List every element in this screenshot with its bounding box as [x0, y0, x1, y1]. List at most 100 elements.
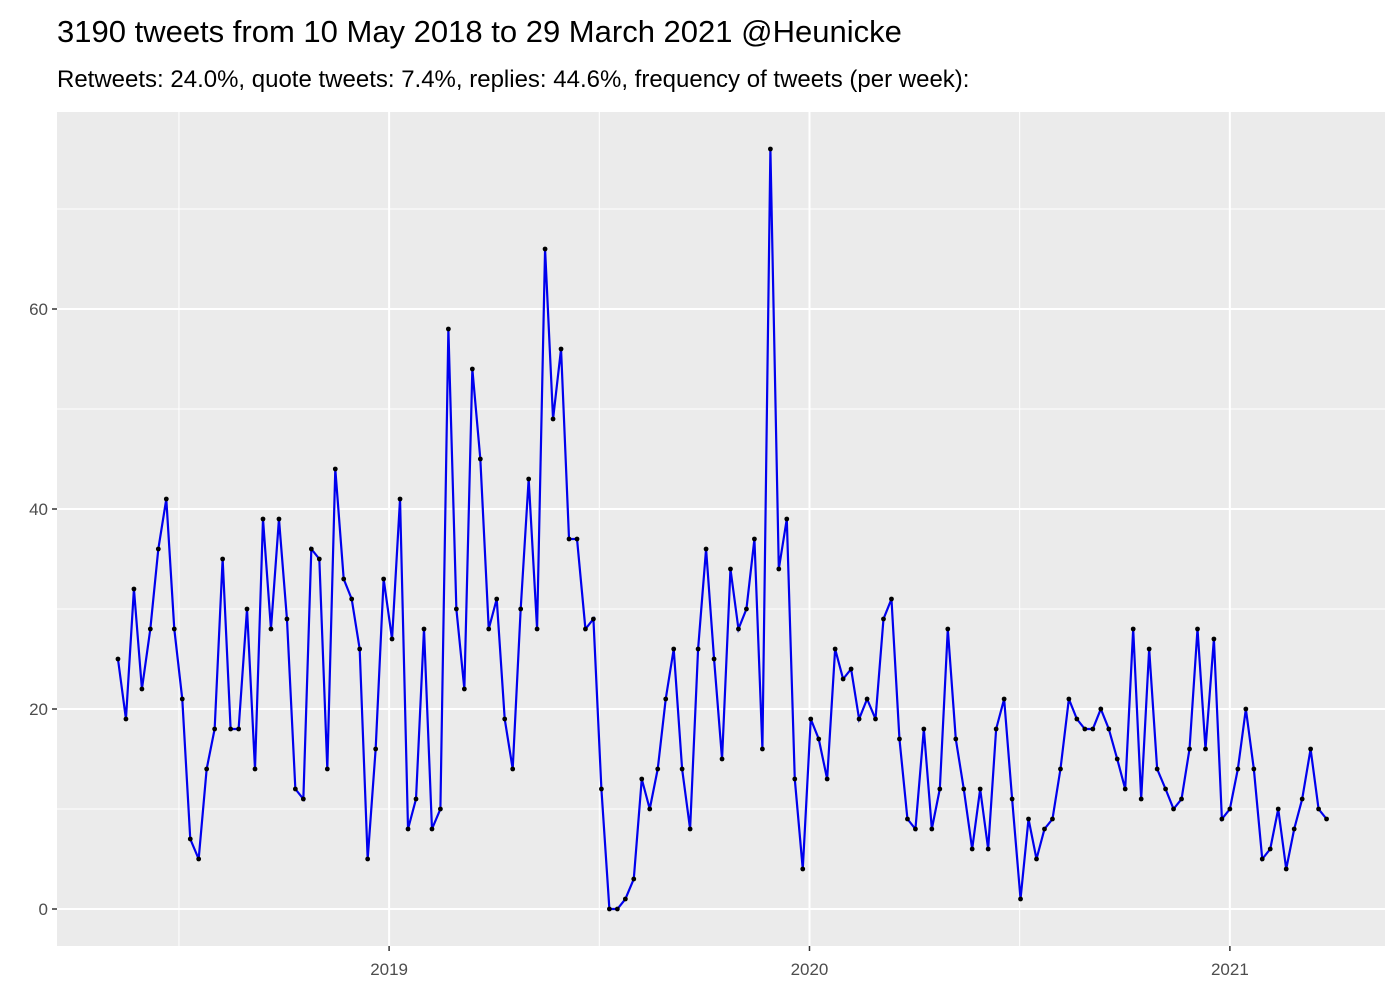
data-point: [1138, 796, 1144, 802]
data-point: [437, 806, 443, 812]
data-point: [365, 856, 371, 862]
data-point: [341, 576, 347, 582]
data-point: [905, 816, 910, 822]
data-point: [1171, 806, 1176, 812]
x-tick-label: 2019: [370, 960, 408, 979]
data-point: [1195, 626, 1200, 632]
data-point: [1267, 846, 1273, 852]
data-point: [324, 766, 330, 772]
data-point: [711, 656, 717, 662]
data-point: [808, 716, 814, 722]
data-point: [1316, 806, 1321, 812]
data-point: [300, 796, 306, 802]
data-point: [977, 786, 983, 792]
data-point: [1026, 816, 1031, 822]
data-point: [719, 756, 725, 762]
data-point: [1187, 746, 1192, 752]
data-point: [429, 826, 435, 832]
data-point: [187, 836, 193, 842]
data-point: [139, 686, 145, 692]
data-point: [558, 346, 564, 352]
data-point: [316, 556, 322, 562]
data-point: [518, 606, 524, 612]
data-point: [1058, 766, 1063, 772]
data-point: [840, 676, 846, 682]
data-point: [1098, 706, 1104, 712]
data-point: [349, 596, 355, 602]
data-point: [115, 656, 121, 662]
data-point: [1283, 866, 1289, 872]
data-point: [848, 666, 854, 672]
data-point: [687, 826, 693, 832]
data-point: [736, 626, 741, 632]
data-point: [631, 876, 637, 882]
data-point: [1163, 786, 1168, 792]
y-tick-label: 40: [29, 500, 48, 519]
data-point: [1243, 706, 1249, 712]
data-point: [453, 606, 459, 612]
data-point: [695, 646, 701, 652]
data-point: [171, 626, 177, 632]
data-point: [163, 496, 169, 502]
data-point: [123, 716, 129, 722]
data-point: [1251, 766, 1257, 772]
data-point: [477, 456, 483, 462]
data-point: [889, 596, 894, 602]
data-point: [881, 616, 886, 622]
data-point: [647, 806, 653, 812]
data-point: [252, 766, 258, 772]
data-point: [405, 826, 411, 832]
data-point: [832, 646, 838, 652]
x-tick-label: 2020: [791, 960, 829, 979]
data-point: [268, 626, 274, 632]
data-point: [583, 626, 588, 632]
data-point: [1227, 806, 1233, 812]
data-point: [244, 606, 250, 612]
data-point: [1042, 826, 1047, 832]
data-point: [622, 896, 628, 902]
data-point: [228, 726, 234, 732]
data-point: [591, 616, 596, 622]
data-point: [663, 696, 669, 702]
data-point: [703, 546, 709, 552]
data-point: [502, 716, 508, 722]
data-point: [332, 466, 338, 472]
data-point: [1179, 796, 1184, 802]
x-tick-label: 2021: [1211, 960, 1249, 979]
data-point: [1018, 896, 1023, 902]
data-point: [792, 776, 798, 782]
data-point: [1122, 786, 1128, 792]
data-point: [1291, 826, 1297, 832]
y-tick-label: 0: [39, 900, 48, 919]
data-point: [800, 866, 806, 872]
data-point: [389, 636, 395, 642]
data-point: [873, 716, 878, 722]
data-point: [276, 516, 282, 522]
data-point: [486, 626, 492, 632]
data-point: [397, 496, 403, 502]
data-point: [574, 536, 580, 542]
data-point: [1211, 636, 1217, 642]
data-point: [1308, 746, 1313, 752]
data-point: [445, 326, 451, 332]
data-point: [639, 776, 645, 782]
data-point: [856, 716, 862, 722]
data-point: [864, 696, 870, 702]
data-point: [752, 536, 757, 542]
data-point: [760, 746, 765, 752]
data-point: [1114, 756, 1120, 762]
chart-title: 3190 tweets from 10 May 2018 to 29 March…: [57, 14, 902, 49]
data-point: [550, 416, 556, 422]
data-point: [1275, 806, 1281, 812]
data-point: [1001, 696, 1007, 702]
data-point: [179, 696, 185, 702]
data-point: [816, 736, 822, 742]
data-point: [897, 736, 902, 742]
data-point: [614, 906, 620, 912]
data-point: [985, 846, 991, 852]
data-point: [155, 546, 161, 552]
data-point: [1074, 716, 1080, 722]
y-tick-label: 60: [29, 300, 48, 319]
data-point: [566, 536, 572, 542]
